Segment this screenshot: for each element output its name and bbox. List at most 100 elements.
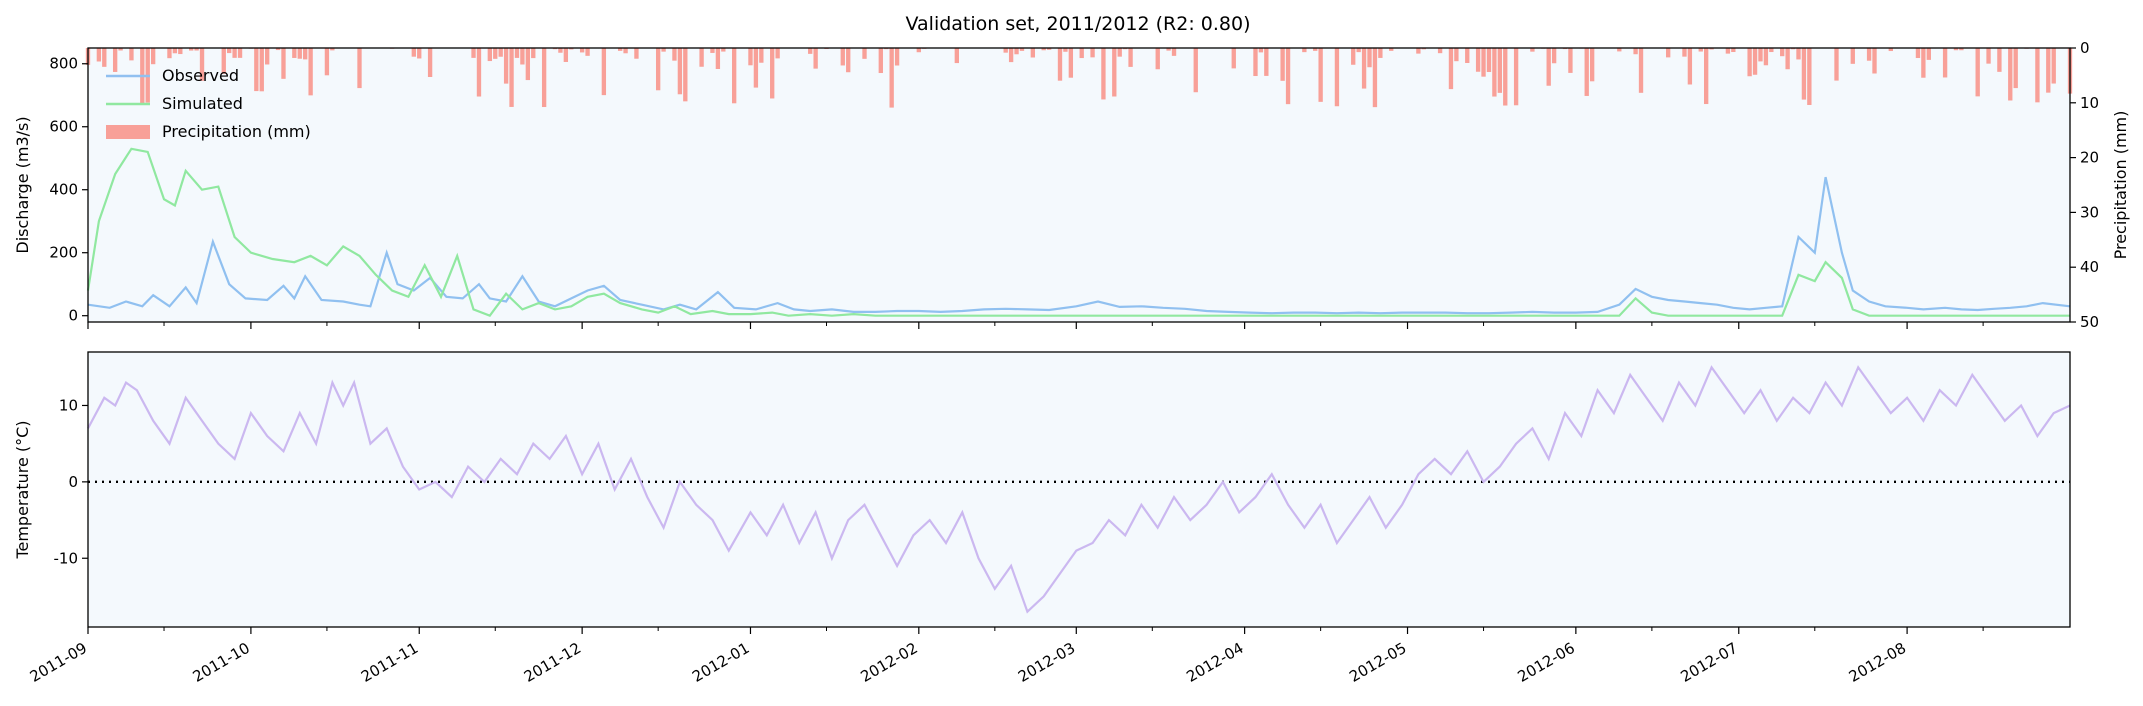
precipitation-bar (357, 48, 361, 88)
y-tick-label: 0 (68, 473, 78, 491)
precipitation-bar (585, 48, 589, 56)
precipitation-bar (515, 48, 519, 58)
precipitation-bar (1481, 48, 1485, 77)
precipitation-bar (623, 48, 627, 53)
precipitation-bar (1682, 48, 1686, 57)
x-tick-label: 2011-11 (358, 639, 421, 686)
precipitation-bar (634, 48, 638, 59)
precipitation-bar (879, 48, 883, 73)
precipitation-bar (428, 48, 432, 77)
precipitation-bar (1118, 48, 1122, 57)
precipitation-bar (1367, 48, 1371, 67)
precipitation-bar (1943, 48, 1947, 77)
precipitation-bar (1259, 48, 1263, 52)
precipitation-bar (889, 48, 893, 108)
precipitation-bar (499, 48, 503, 57)
precipitation-bar (531, 48, 535, 58)
precipitation-bar (1090, 48, 1094, 57)
x-tick-label: 2012-03 (1015, 639, 1078, 686)
precipitation-bar (1688, 48, 1692, 84)
precipitation-bar (1112, 48, 1116, 97)
precipitation-bar (1764, 48, 1768, 65)
precipitation-bar (846, 48, 850, 72)
x-tick-label: 2012-05 (1346, 639, 1409, 686)
precipitation-bar (1449, 48, 1453, 89)
precipitation-bar (678, 48, 682, 94)
precipitation-bar (1590, 48, 1594, 81)
precipitation-bar (672, 48, 676, 61)
precipitation-bar (493, 48, 497, 59)
temperature-panel-background (88, 352, 2070, 627)
precipitation-bar (1069, 48, 1073, 78)
precipitation-bar (1492, 48, 1496, 97)
legend-label: Observed (162, 66, 239, 85)
precipitation-bar (841, 48, 845, 65)
precipitation-bar (308, 48, 312, 95)
precipitation-bar (748, 48, 752, 65)
precipitation-bar (770, 48, 774, 98)
precipitation-bar (265, 48, 269, 64)
precipitation-bar (955, 48, 959, 63)
precipitation-bar (580, 48, 584, 52)
precipitation-bar (1927, 48, 1931, 60)
precipitation-bar (325, 48, 329, 75)
precipitation-bar (1726, 48, 1730, 54)
precipitation-bar (683, 48, 687, 101)
precipitation-bar (1780, 48, 1784, 56)
precipitation-bar (732, 48, 736, 103)
y2-tick-label: 40 (2080, 258, 2099, 276)
precipitation-bar (1362, 48, 1366, 89)
precipitation-bar (1253, 48, 1257, 76)
temperature-y-label: Temperature (°C) (13, 420, 32, 559)
precipitation-bar (1373, 48, 1377, 107)
precipitation-bar (232, 48, 236, 58)
precipitation-bar (775, 48, 779, 58)
precipitation-bar (602, 48, 606, 95)
precipitation-bar (1753, 48, 1757, 75)
precipitation-bar (281, 48, 285, 79)
precipitation-bar (526, 48, 530, 80)
precipitation-bar (260, 48, 264, 91)
precipitation-bar (113, 48, 117, 72)
precipitation-bar (1704, 48, 1708, 104)
x-tick-label: 2011-09 (27, 639, 90, 686)
precipitation-bar (1976, 48, 1980, 96)
precipitation-bar (2008, 48, 2012, 101)
precipitation-bar (1785, 48, 1789, 69)
precipitation-bar (504, 48, 508, 84)
precipitation-bar (759, 48, 763, 63)
precipitation-bar (129, 48, 133, 60)
precipitation-bar (1514, 48, 1518, 105)
y2-tick-label: 0 (2080, 39, 2090, 57)
x-tick-label: 2012-06 (1515, 639, 1578, 686)
precipitation-bar (1867, 48, 1871, 61)
precipitation-bar (2035, 48, 2039, 102)
precipitation-bar (1802, 48, 1806, 100)
y-tick-label: 10 (59, 396, 78, 414)
precipitation-bar (471, 48, 475, 58)
precipitation-bar (2052, 48, 2056, 84)
precipitation-bar (1758, 48, 1762, 61)
precipitation-bar (710, 48, 714, 53)
chart-title: Validation set, 2011/2012 (R2: 0.80) (906, 13, 1251, 35)
precipitation-bar (2046, 48, 2050, 93)
precipitation-bar (238, 48, 242, 58)
precipitation-bar (254, 48, 258, 91)
discharge-y-label: Discharge (m3/s) (13, 116, 32, 253)
y-tick-label: 400 (49, 181, 78, 199)
precipitation-bar (1172, 48, 1176, 56)
precipitation-bar (542, 48, 546, 107)
precipitation-bar (1503, 48, 1507, 106)
y-tick-label: 800 (49, 55, 78, 73)
y-tick-label: -10 (54, 549, 79, 567)
precipitation-bar (1552, 48, 1556, 63)
y2-tick-label: 50 (2080, 313, 2099, 331)
legend-label: Simulated (162, 94, 243, 113)
precipitation-bar (862, 48, 866, 59)
precipitation-bar (813, 48, 817, 69)
precipitation-bar (1351, 48, 1355, 65)
precipitation-bar (1286, 48, 1290, 104)
precipitation-bar (1031, 48, 1035, 57)
